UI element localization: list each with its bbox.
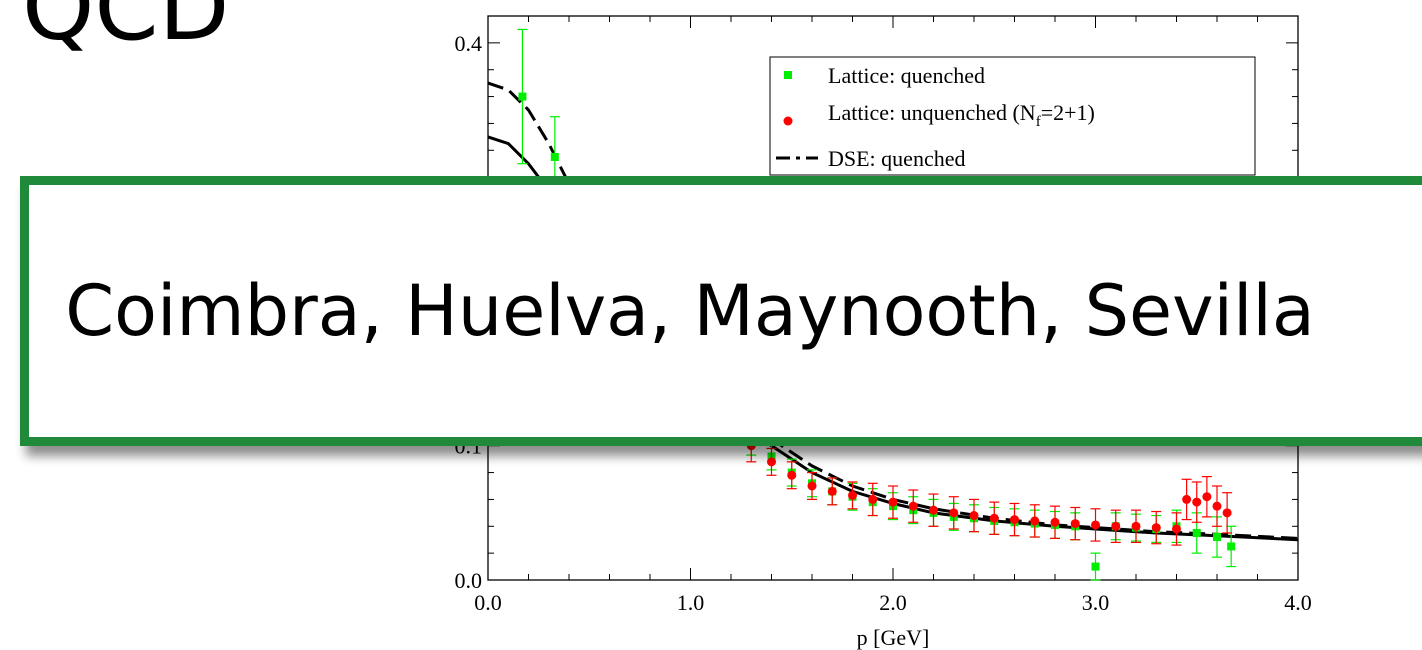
x-tick-label: 2.0: [879, 590, 907, 615]
legend-label-quenched: Lattice: quenched: [828, 63, 985, 88]
unquenched-point: [827, 486, 837, 496]
legend-label-dse-quenched: DSE: quenched: [828, 146, 965, 171]
legend-label-unquenched: Lattice: unquenched (Nf=2+1): [828, 100, 1095, 130]
unquenched-point: [1182, 494, 1192, 504]
unquenched-point: [969, 511, 979, 521]
unquenched-point: [1070, 519, 1080, 529]
banner-text: Coimbra, Huelva, Maynooth, Sevilla: [65, 270, 1315, 352]
quenched-point: [550, 153, 559, 161]
quenched-point: [1213, 533, 1221, 542]
x-tick-label: 4.0: [1284, 590, 1312, 615]
unquenched-point: [1172, 524, 1181, 534]
unquenched-point: [1111, 521, 1121, 531]
quenched-point: [1227, 542, 1236, 551]
unquenched-point: [1030, 516, 1040, 526]
unquenched-point: [1151, 523, 1161, 533]
quenched-point: [518, 92, 527, 101]
unquenched-point: [929, 505, 938, 515]
quenched-point: [1091, 562, 1100, 571]
unquenched-point: [787, 470, 797, 480]
legend-label-unquenched-main: Lattice: unquenched (N: [828, 100, 1036, 125]
slide-title: QCD: [22, 0, 230, 61]
unquenched-point: [1192, 497, 1202, 507]
unquenched-point: [767, 457, 776, 467]
legend-label-unquenched-rest: =2+1): [1041, 100, 1095, 125]
y-tick-label: 0.4: [455, 31, 483, 56]
legend-label-unquenched-sub: f: [1036, 114, 1041, 130]
unquenched-point: [1010, 515, 1019, 525]
x-axis-label: p [GeV]: [857, 625, 930, 650]
unquenched-point: [949, 508, 959, 518]
unquenched-point: [1202, 492, 1212, 502]
location-banner: Coimbra, Huelva, Maynooth, Sevilla: [20, 176, 1422, 446]
legend-box: [769, 56, 1256, 176]
unquenched-point: [908, 501, 918, 511]
legend-marker-quenched: [784, 71, 792, 79]
unquenched-point: [989, 513, 999, 523]
unquenched-point: [1222, 508, 1232, 518]
unquenched-point: [1212, 501, 1222, 511]
x-tick-label: 1.0: [677, 590, 705, 615]
unquenched-point: [1050, 517, 1060, 527]
quenched-point: [1192, 529, 1201, 537]
unquenched-point: [848, 490, 857, 500]
unquenched-point: [1131, 521, 1141, 531]
x-tick-label: 0.0: [474, 590, 502, 615]
unquenched-point: [868, 494, 878, 504]
unquenched-point: [888, 497, 898, 507]
legend: Lattice: quenched Lattice: unquenched (N…: [769, 56, 1256, 176]
legend-marker-unquenched: [783, 116, 793, 126]
x-tick-label: 3.0: [1082, 590, 1110, 615]
unquenched-point: [1091, 520, 1100, 530]
y-tick-label: 0.0: [455, 568, 483, 593]
unquenched-point: [807, 481, 817, 491]
